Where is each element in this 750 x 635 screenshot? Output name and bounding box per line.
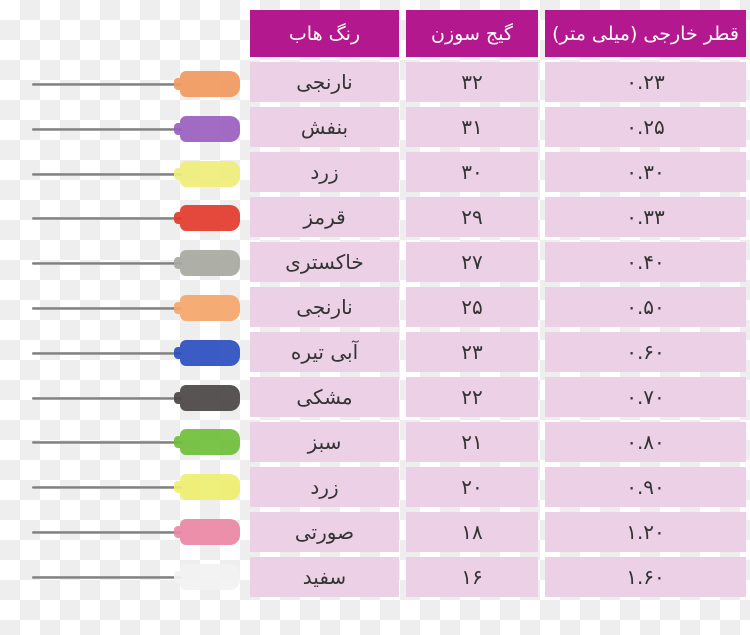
table-row: ۰.۲۳ ۳۲ نارنجی (250, 62, 746, 102)
cell-diameter: ۱.۲۰ (545, 512, 746, 552)
needle-shaft (32, 441, 182, 445)
needle-hub (174, 384, 240, 411)
table-row: ۱.۶۰ ۱۶ سفید (250, 557, 746, 597)
cell-hub-color: نارنجی (250, 62, 399, 102)
needle-shaft (32, 575, 182, 579)
needle-shaft (32, 486, 182, 490)
needle-hub (174, 294, 240, 321)
table-row: ۰.۴۰ ۲۷ خاکستری (250, 242, 746, 282)
cell-gauge: ۱۶ (406, 557, 538, 597)
needle (0, 241, 250, 286)
cell-hub-color: خاکستری (250, 242, 399, 282)
table-row: ۰.۹۰ ۲۰ زرد (250, 467, 746, 507)
cell-diameter: ۰.۳۳ (545, 197, 746, 237)
needle-shaft (32, 83, 182, 86)
needle-images (0, 62, 250, 600)
needle-shaft (32, 127, 182, 131)
cell-diameter: ۰.۷۰ (545, 377, 746, 417)
needle-shaft (32, 172, 182, 176)
cell-hub-color: مشکی (250, 377, 399, 417)
cell-gauge: ۲۳ (406, 332, 538, 372)
cell-hub-color: صورتی (250, 512, 399, 552)
needle (0, 196, 250, 241)
needle (0, 420, 250, 465)
needle-shaft (32, 530, 182, 534)
needle-hub (174, 339, 240, 366)
cell-hub-color: زرد (250, 152, 399, 192)
cell-hub-color: قرمز (250, 197, 399, 237)
needle (0, 286, 250, 331)
needle (0, 465, 250, 510)
cell-hub-color: آبی تیره (250, 332, 399, 372)
table-row: ۰.۶۰ ۲۳ آبی تیره (250, 332, 746, 372)
cell-diameter: ۰.۲۵ (545, 107, 746, 147)
cell-gauge: ۲۵ (406, 287, 538, 327)
needle-hub (174, 563, 240, 590)
header-gauge: گیج سوزن (406, 10, 538, 57)
needle (0, 331, 250, 376)
cell-gauge: ۲۹ (406, 197, 538, 237)
cell-gauge: ۲۱ (406, 422, 538, 462)
header-diameter: قطر خارجی (میلی متر) (545, 10, 746, 57)
cell-diameter: ۰.۶۰ (545, 332, 746, 372)
needle (0, 555, 250, 600)
needle (0, 62, 250, 107)
needle (0, 376, 250, 421)
table-row: ۰.۸۰ ۲۱ سبز (250, 422, 746, 462)
table-row: ۰.۳۳ ۲۹ قرمز (250, 197, 746, 237)
cell-diameter: ۰.۹۰ (545, 467, 746, 507)
cell-diameter: ۰.۴۰ (545, 242, 746, 282)
cell-diameter: ۰.۵۰ (545, 287, 746, 327)
needle-shaft (32, 306, 182, 310)
needle-hub (174, 115, 240, 142)
table-row: ۱.۲۰ ۱۸ صورتی (250, 512, 746, 552)
needle-hub (174, 250, 240, 277)
cell-hub-color: سبز (250, 422, 399, 462)
cell-diameter: ۰.۸۰ (545, 422, 746, 462)
cell-hub-color: بنفش (250, 107, 399, 147)
cell-gauge: ۳۲ (406, 62, 538, 102)
cell-diameter: ۱.۶۰ (545, 557, 746, 597)
needle-shaft (32, 351, 182, 355)
header-hub-color: رنگ هاب (250, 10, 399, 57)
cell-diameter: ۰.۳۰ (545, 152, 746, 192)
needle (0, 107, 250, 152)
needle (0, 152, 250, 197)
cell-hub-color: زرد (250, 467, 399, 507)
cell-hub-color: نارنجی (250, 287, 399, 327)
cell-gauge: ۲۰ (406, 467, 538, 507)
needle-hub (174, 205, 240, 232)
needle-hub (174, 474, 240, 501)
cell-gauge: ۱۸ (406, 512, 538, 552)
needle-shaft (32, 217, 182, 221)
cell-gauge: ۳۰ (406, 152, 538, 192)
cell-diameter: ۰.۲۳ (545, 62, 746, 102)
table-row: ۰.۲۵ ۳۱ بنفش (250, 107, 746, 147)
cell-gauge: ۳۱ (406, 107, 538, 147)
needle-hub (174, 71, 240, 97)
needle-shaft (32, 396, 182, 400)
table-header: قطر خارجی (میلی متر) گیج سوزن رنگ هاب (250, 10, 746, 57)
table-row: ۰.۷۰ ۲۲ مشکی (250, 377, 746, 417)
cell-hub-color: سفید (250, 557, 399, 597)
needle (0, 510, 250, 555)
cell-gauge: ۲۲ (406, 377, 538, 417)
cell-gauge: ۲۷ (406, 242, 538, 282)
needle-hub (174, 429, 240, 456)
table-row: ۰.۵۰ ۲۵ نارنجی (250, 287, 746, 327)
table-row: ۰.۳۰ ۳۰ زرد (250, 152, 746, 192)
needle-hub (174, 518, 240, 545)
needle-shaft (32, 262, 182, 266)
needle-hub (174, 160, 240, 187)
needle-gauge-table: قطر خارجی (میلی متر) گیج سوزن رنگ هاب ۰.… (250, 10, 746, 602)
